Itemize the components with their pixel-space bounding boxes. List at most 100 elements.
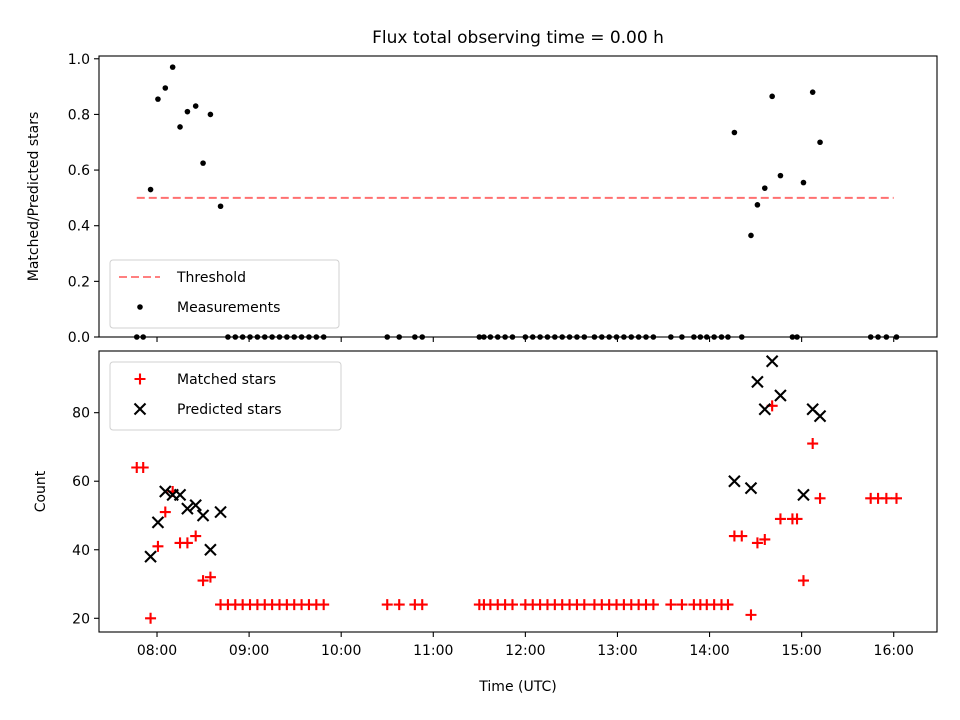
y-tick-label: 40 — [72, 543, 90, 559]
axes-frame — [98, 55, 938, 338]
data-point — [155, 96, 161, 102]
data-point — [137, 462, 149, 474]
data-point — [665, 599, 677, 611]
data-point — [217, 203, 224, 210]
data-point — [800, 179, 807, 186]
data-point — [777, 172, 784, 179]
data-point — [318, 599, 330, 611]
y-tick-label: 1.0 — [68, 52, 90, 68]
data-point — [744, 481, 758, 495]
data-point — [759, 533, 771, 545]
data-point — [381, 599, 393, 611]
data-point — [751, 537, 763, 549]
data-point — [393, 599, 405, 611]
data-point — [791, 513, 803, 525]
legend-marker-icon — [134, 373, 146, 385]
data-point — [817, 139, 823, 146]
plot-area — [131, 355, 902, 624]
y-axis-label: Matched/Predicted stars — [26, 112, 42, 282]
data-point — [797, 575, 809, 587]
data-point — [809, 89, 816, 95]
data-point — [214, 505, 227, 519]
data-point — [145, 612, 157, 624]
x-tick-label: 14:00 — [689, 643, 729, 659]
data-point — [748, 232, 754, 239]
data-point — [880, 492, 892, 504]
data-point — [184, 108, 191, 115]
legend-label: Threshold — [176, 270, 246, 286]
legend: Threshold Measurements — [109, 259, 340, 329]
data-point — [769, 93, 775, 100]
data-point — [190, 530, 202, 542]
y-tick-label: 80 — [72, 406, 90, 422]
data-point — [200, 160, 206, 166]
legend-box — [109, 259, 340, 329]
data-point — [774, 513, 786, 525]
y-tick-label: 0.4 — [68, 219, 90, 235]
data-point — [814, 492, 826, 504]
data-point — [761, 185, 768, 191]
y-tick-label: 0.2 — [68, 274, 90, 290]
data-point — [159, 485, 172, 498]
data-point — [745, 609, 757, 621]
data-point — [578, 599, 590, 611]
legend-label: Measurements — [177, 300, 280, 316]
ratio-panel: 0.0 0.2 0.4 0.6 0.8 1.0 Matched/Predicted star… — [26, 28, 938, 346]
x-tick-label: 09:00 — [229, 643, 269, 659]
data-point — [731, 129, 738, 136]
data-point — [416, 599, 428, 611]
data-point — [169, 64, 176, 70]
data-point — [207, 111, 214, 118]
count-panel: 20 40 60 80 08:00 09:00 10:00 11:00 12:00 13:00 14… — [33, 350, 938, 695]
axes-frame — [98, 350, 938, 633]
data-point — [728, 474, 741, 488]
data-point — [192, 103, 199, 109]
data-point — [676, 599, 688, 611]
y-axis-label: Count — [33, 470, 49, 512]
data-point — [751, 375, 764, 389]
data-point — [890, 492, 902, 504]
series-matched-stars — [131, 400, 902, 624]
legend-marker-icon — [133, 402, 147, 416]
data-point — [181, 537, 193, 549]
x-tick-label: 08:00 — [137, 643, 177, 659]
x-axis-label: Time (UTC) — [478, 679, 556, 695]
legend: Matched stars Predicted stars — [109, 361, 342, 431]
series-predicted-stars — [144, 355, 827, 563]
data-point — [758, 403, 772, 416]
data-point — [197, 575, 209, 587]
data-point — [196, 509, 210, 522]
data-point — [722, 599, 734, 611]
data-point — [144, 550, 157, 563]
x-tick-label: 11:00 — [413, 643, 453, 659]
data-point — [807, 438, 819, 450]
x-tick-label: 16:00 — [874, 643, 914, 659]
y-tick-label: 60 — [72, 474, 90, 490]
y-tick-label: 0.6 — [68, 163, 90, 179]
x-tick-label: 13:00 — [597, 643, 637, 659]
x-tick-label: 12:00 — [505, 643, 545, 659]
legend-marker-icon — [137, 304, 143, 310]
y-tick-label: 20 — [72, 611, 90, 627]
data-point — [162, 85, 169, 91]
data-point — [797, 488, 810, 502]
data-point — [173, 488, 187, 502]
legend-box — [109, 361, 342, 431]
x-tick-label: 15:00 — [781, 643, 821, 659]
data-point — [736, 530, 748, 542]
data-point — [147, 186, 154, 193]
data-point — [204, 571, 216, 583]
x-tick-label: 10:00 — [321, 643, 361, 659]
data-point — [754, 202, 761, 208]
legend-label: Predicted stars — [177, 402, 282, 418]
data-point — [765, 355, 779, 368]
chart-title: Flux total observing time = 0.00 h — [372, 28, 664, 48]
data-point — [189, 498, 202, 512]
data-point — [181, 502, 194, 515]
data-point — [774, 389, 787, 402]
data-point — [647, 599, 659, 611]
data-point — [813, 409, 827, 423]
y-tick-label: 0.0 — [68, 330, 90, 346]
